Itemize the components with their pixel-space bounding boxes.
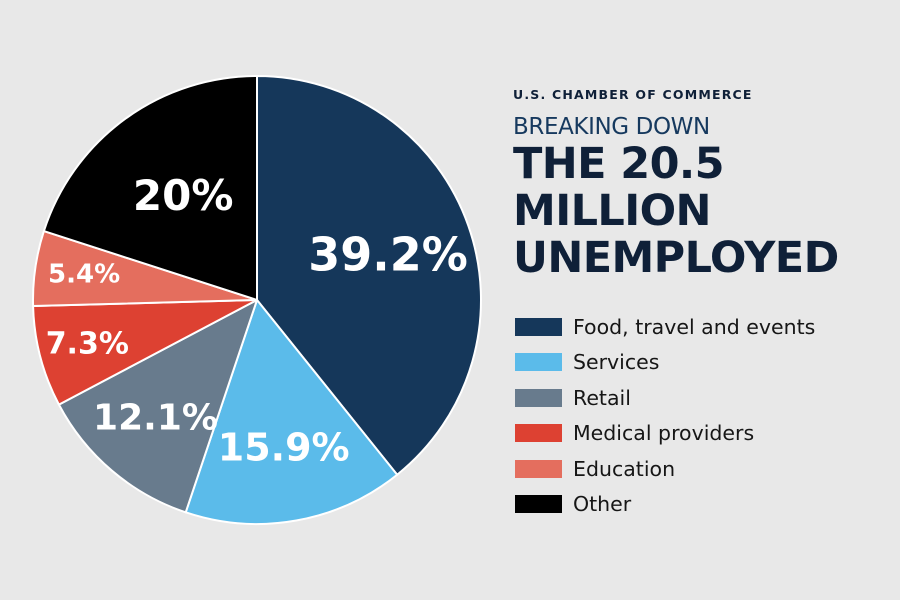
pie-slice-label-services: 15.9%	[218, 426, 350, 470]
legend-swatch	[515, 353, 562, 372]
legend-item-education: Education	[515, 451, 890, 487]
pie-slice-retail	[57, 299, 258, 514]
pie-slice-label-retail: 12.1%	[93, 398, 218, 439]
chart-title-line-3: UNEMPLOYED	[513, 233, 839, 283]
pie-slice-other	[42, 75, 258, 301]
pie-chart: 39.2% 15.9%12.1% 7.3% 5.4% 20%	[32, 75, 482, 525]
legend-label: Education	[573, 456, 676, 481]
legend-item-retail: Retail	[515, 380, 890, 416]
chart-legend: Food, travel and events Services Retail …	[515, 309, 890, 522]
legend-swatch	[515, 459, 562, 478]
legend-item-food-travel-events: Food, travel and events	[515, 309, 890, 345]
legend-label: Food, travel and events	[573, 314, 816, 339]
chart-headline: U.S. CHAMBER OF COMMERCE BREAKING DOWN T…	[513, 85, 893, 282]
legend-swatch	[515, 495, 562, 514]
organization-name: U.S. CHAMBER OF COMMERCE	[513, 87, 753, 102]
pie-slice-label-food-travel-and-events: 39.2%	[308, 227, 468, 281]
legend-label: Services	[573, 350, 660, 375]
legend-label: Medical providers	[573, 421, 755, 446]
pie-slice-label-medical-providers: 7.3%	[46, 327, 129, 362]
pie-slice-label-other: 20%	[133, 171, 234, 220]
pie-slice-food-travel-and-events	[256, 75, 482, 476]
pie-slice-medical-providers	[32, 299, 258, 406]
legend-swatch	[515, 317, 562, 336]
legend-label: Retail	[573, 385, 631, 410]
legend-swatch	[515, 388, 562, 407]
legend-label: Other	[573, 492, 632, 517]
legend-swatch	[515, 424, 562, 443]
chart-title-line-2: MILLION	[513, 186, 712, 236]
chart-title-line-1: THE 20.5	[513, 139, 725, 189]
legend-item-other: Other	[515, 487, 890, 523]
legend-item-medical-providers: Medical providers	[515, 416, 890, 452]
legend-item-services: Services	[515, 345, 890, 381]
headline-kicker: BREAKING DOWN	[513, 114, 710, 140]
pie-slice-label-education: 5.4%	[48, 260, 120, 290]
